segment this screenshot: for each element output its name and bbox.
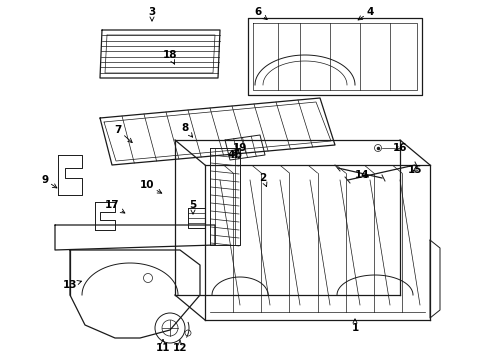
- Text: 17: 17: [105, 200, 125, 213]
- Text: 11: 11: [156, 339, 170, 353]
- Text: 7: 7: [114, 125, 132, 143]
- Text: 4b: 4b: [227, 150, 243, 160]
- Text: 9: 9: [42, 175, 57, 188]
- Text: 2: 2: [259, 173, 267, 186]
- Text: 6: 6: [254, 7, 267, 20]
- Text: 18: 18: [163, 50, 177, 64]
- Text: 4: 4: [358, 7, 374, 20]
- Text: 12: 12: [173, 340, 187, 353]
- Text: 15: 15: [408, 165, 422, 175]
- Text: 10: 10: [140, 180, 162, 193]
- Text: 8: 8: [181, 123, 193, 137]
- Text: 16: 16: [393, 143, 407, 153]
- Text: 19: 19: [233, 143, 247, 153]
- Text: 13: 13: [63, 280, 81, 290]
- Text: 14: 14: [355, 170, 369, 180]
- Text: 3: 3: [148, 7, 156, 21]
- Text: 5: 5: [189, 200, 196, 214]
- Text: 1: 1: [351, 319, 359, 333]
